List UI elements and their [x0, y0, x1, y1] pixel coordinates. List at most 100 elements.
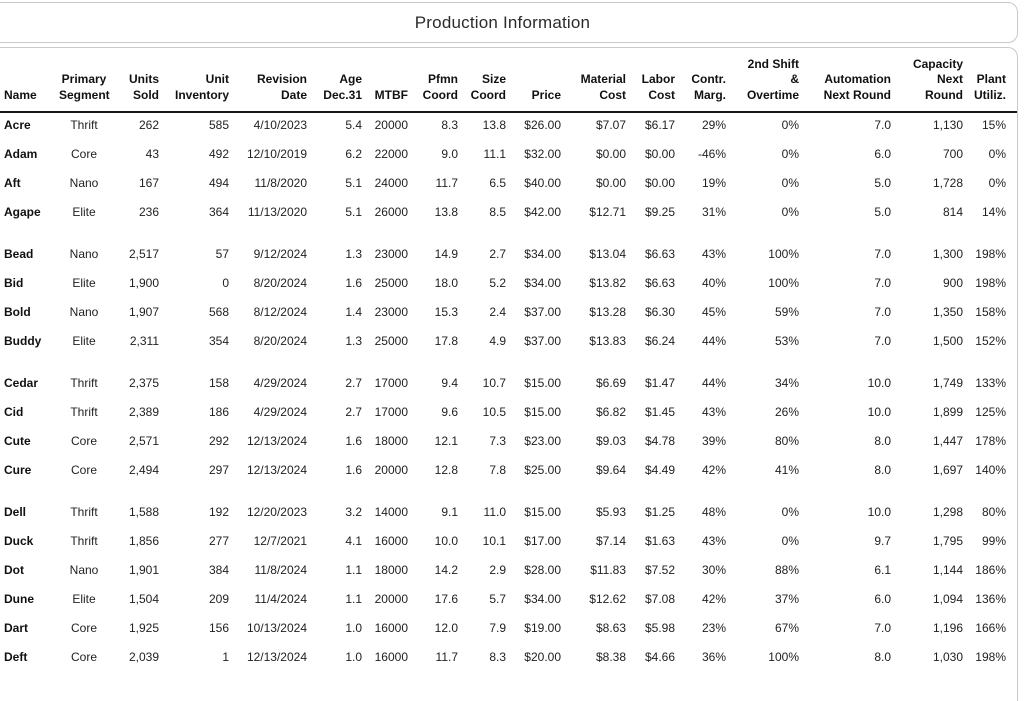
cell-second-shift: 0% — [781, 504, 799, 519]
cell-plant-utiliz: 198% — [975, 275, 1006, 290]
cell-unit-inventory: 1 — [222, 649, 229, 664]
cell-labor-cost: $0.00 — [644, 175, 675, 190]
cell-age-dec31: 2.7 — [345, 404, 362, 419]
cell-second-shift: 100% — [768, 275, 799, 290]
cell-second-shift: 67% — [774, 620, 799, 635]
cell-units-sold: 262 — [138, 117, 159, 132]
cell-size-coord: 10.5 — [482, 404, 506, 419]
table-row: Dell Thrift 1,588 192 12/20/2023 3.2 14000 9.1 1… — [4, 497, 1006, 526]
table-row: Cure Core 2,494 297 12/13/2024 1.6 20000 12.8 7.… — [4, 455, 1006, 484]
cell-plant-utiliz: 14% — [981, 204, 1006, 219]
cell-units-sold: 1,907 — [128, 304, 159, 319]
cell-unit-inventory: 57 — [215, 246, 229, 261]
cell-material-cost: $7.14 — [595, 533, 626, 548]
cell-capacity: 1,500 — [932, 333, 963, 348]
group-spacer — [4, 484, 1006, 497]
cell-mtbf: 18000 — [374, 562, 408, 577]
cell-revision-date: 4/29/2024 — [253, 404, 307, 419]
cell-automation: 8.0 — [874, 649, 891, 664]
cell-mtbf: 20000 — [374, 591, 408, 606]
cell-second-shift: 53% — [774, 333, 799, 348]
cell-plant-utiliz: 166% — [975, 620, 1006, 635]
cell-capacity: 1,899 — [932, 404, 963, 419]
cell-price: $23.00 — [524, 433, 561, 448]
cell-name: Bid — [4, 275, 24, 290]
cell-mtbf: 18000 — [374, 433, 408, 448]
col-header-units-sold: Units Sold — [129, 72, 159, 102]
cell-price: $34.00 — [524, 591, 561, 606]
cell-automation: 8.0 — [874, 462, 891, 477]
cell-age-dec31: 1.3 — [345, 333, 362, 348]
cell-size-coord: 11.1 — [483, 146, 506, 161]
table-row: Adam Core 43 492 12/10/2019 6.2 22000 9.0 11.1 $3… — [4, 139, 1006, 168]
cell-units-sold: 1,901 — [128, 562, 159, 577]
cell-labor-cost: $1.45 — [644, 404, 675, 419]
cell-mtbf: 20000 — [374, 117, 408, 132]
cell-segment: Nano — [69, 246, 99, 261]
cell-plant-utiliz: 158% — [975, 304, 1006, 319]
cell-contr-marg: 44% — [701, 375, 726, 390]
cell-labor-cost: $5.98 — [644, 620, 675, 635]
cell-labor-cost: $1.25 — [644, 504, 675, 519]
cell-age-dec31: 1.6 — [345, 433, 362, 448]
cell-second-shift: 0% — [781, 117, 799, 132]
cell-plant-utiliz: 15% — [981, 117, 1006, 132]
cell-material-cost: $13.28 — [589, 304, 626, 319]
cell-labor-cost: $6.17 — [644, 117, 675, 132]
cell-name: Bold — [4, 304, 31, 319]
cell-capacity: 900 — [942, 275, 963, 290]
cell-automation: 6.0 — [874, 146, 891, 161]
cell-segment: Nano — [69, 562, 99, 577]
cell-units-sold: 1,588 — [128, 504, 159, 519]
cell-labor-cost: $1.63 — [644, 533, 675, 548]
table-row: Buddy Elite 2,311 354 8/20/2024 1.3 25000 17.8 4… — [4, 326, 1006, 355]
cell-plant-utiliz: 80% — [981, 504, 1006, 519]
col-header-price: Price — [531, 87, 561, 102]
cell-capacity: 1,795 — [932, 533, 963, 548]
cell-plant-utiliz: 99% — [981, 533, 1006, 548]
cell-name: Cure — [4, 462, 32, 477]
cell-material-cost: $0.00 — [595, 146, 626, 161]
cell-plant-utiliz: 198% — [975, 246, 1006, 261]
cell-price: $40.00 — [524, 175, 561, 190]
cell-contr-marg: 40% — [701, 275, 726, 290]
cell-price: $37.00 — [524, 333, 561, 348]
cell-contr-marg: 42% — [701, 462, 726, 477]
cell-unit-inventory: 277 — [208, 533, 229, 548]
cell-second-shift: 0% — [781, 146, 799, 161]
cell-age-dec31: 4.1 — [345, 533, 362, 548]
cell-units-sold: 2,039 — [128, 649, 159, 664]
cell-plant-utiliz: 0% — [988, 175, 1006, 190]
cell-capacity: 1,094 — [932, 591, 963, 606]
cell-labor-cost: $4.78 — [644, 433, 675, 448]
cell-material-cost: $8.63 — [595, 620, 626, 635]
cell-revision-date: 12/7/2021 — [253, 533, 307, 548]
table-row: Dot Nano 1,901 384 11/8/2024 1.1 18000 14.2 2.9 $… — [4, 555, 1006, 584]
cell-material-cost: $6.69 — [595, 375, 626, 390]
cell-automation: 10.0 — [867, 375, 891, 390]
cell-revision-date: 12/13/2024 — [246, 462, 307, 477]
cell-unit-inventory: 209 — [208, 591, 229, 606]
cell-units-sold: 2,494 — [128, 462, 159, 477]
cell-labor-cost: $9.25 — [644, 204, 675, 219]
cell-segment: Thrift — [70, 117, 98, 132]
cell-material-cost: $8.38 — [595, 649, 626, 664]
cell-plant-utiliz: 136% — [975, 591, 1006, 606]
cell-segment: Thrift — [70, 533, 98, 548]
cell-unit-inventory: 186 — [208, 404, 229, 419]
cell-pfmn-coord: 10.0 — [434, 533, 458, 548]
cell-unit-inventory: 354 — [208, 333, 229, 348]
cell-name: Dell — [4, 504, 27, 519]
cell-pfmn-coord: 9.1 — [441, 504, 458, 519]
cell-material-cost: $13.82 — [589, 275, 626, 290]
cell-contr-marg: 31% — [701, 204, 726, 219]
cell-unit-inventory: 292 — [208, 433, 229, 448]
cell-pfmn-coord: 14.2 — [434, 562, 458, 577]
cell-name: Duck — [4, 533, 34, 548]
cell-segment: Nano — [69, 304, 99, 319]
cell-units-sold: 2,375 — [128, 375, 159, 390]
cell-contr-marg: 45% — [701, 304, 726, 319]
cell-revision-date: 11/8/2024 — [254, 562, 308, 577]
col-header-revision-date: Revision Date — [256, 72, 307, 102]
cell-revision-date: 12/20/2023 — [246, 504, 307, 519]
